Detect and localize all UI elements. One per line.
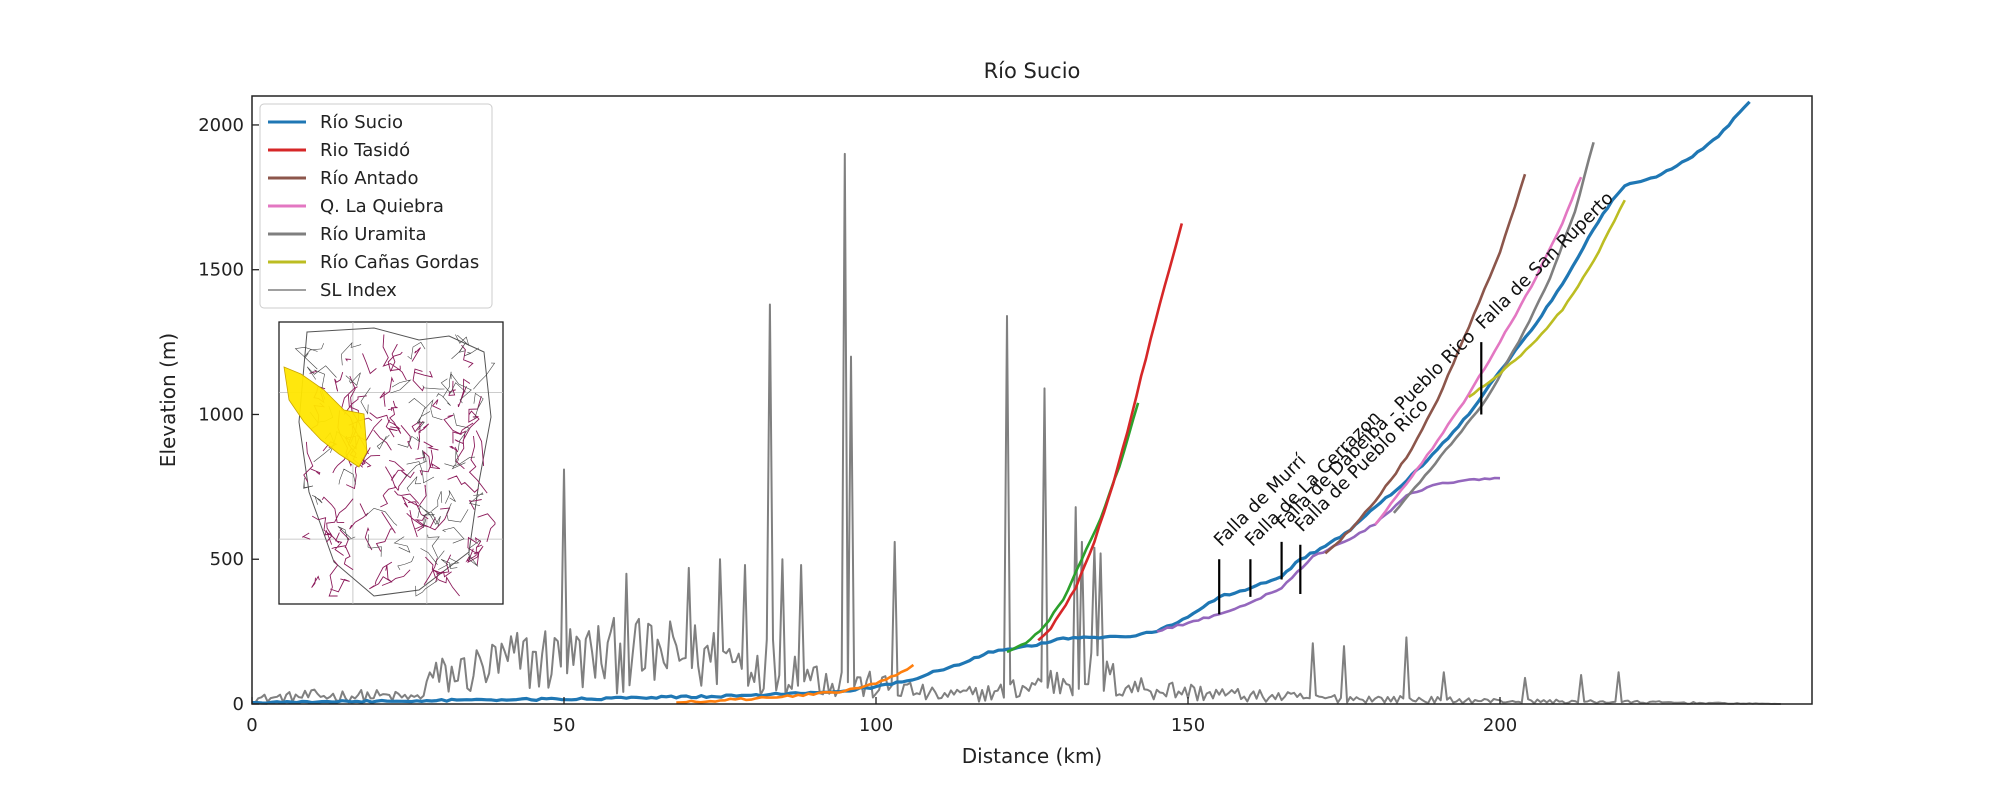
x-tick-label: 50 <box>553 715 576 736</box>
y-tick-label: 1000 <box>198 404 244 425</box>
legend-entry: SL Index <box>320 280 397 301</box>
sl-index-line <box>251 152 1781 705</box>
x-tick-label: 150 <box>1171 715 1205 736</box>
series-line-rio-tasido <box>1037 223 1184 642</box>
y-axis-label: Elevation (m) <box>156 333 180 467</box>
series-layer <box>252 100 1751 705</box>
series-line-q-la-quiebra <box>1374 176 1583 526</box>
x-tick-label: 200 <box>1483 715 1517 736</box>
inset-frame <box>278 321 504 605</box>
y-tick-label: 1500 <box>198 260 244 281</box>
legend-entry: Rio Tasidó <box>320 140 410 161</box>
plot-area <box>252 96 1812 704</box>
inset-map <box>278 321 504 605</box>
legend-entry: Río Sucio <box>320 112 403 133</box>
legend: Río Sucio Rio Tasidó Río Antado Q. La Quieb… <box>259 103 493 309</box>
series-line-rio-canas-gordas <box>1468 199 1626 399</box>
sl-index-layer <box>251 152 1781 705</box>
inset-region-outline <box>298 327 492 597</box>
y-tick-label: 2000 <box>198 115 244 136</box>
legend-entry: Río Cañas Gordas <box>320 252 479 273</box>
y-tick-label: 0 <box>233 694 244 715</box>
series-line-rio-uramita <box>1392 141 1595 514</box>
legend-entry: Río Uramita <box>320 224 426 245</box>
x-tick-label: 100 <box>859 715 893 736</box>
inset-highlight-basin <box>283 366 368 468</box>
series-line-rio-antado <box>1324 173 1527 555</box>
series-line-orange-tributary <box>676 663 915 704</box>
y-tick-label: 500 <box>210 549 244 570</box>
legend-entry: Q. La Quiebra <box>320 196 444 217</box>
legend-entry: Río Antado <box>320 168 419 189</box>
legend-box <box>259 103 493 309</box>
chart-title: Río Sucio <box>984 59 1081 83</box>
x-tick-label: 0 <box>246 715 257 736</box>
x-axis-label: Distance (km) <box>962 744 1102 768</box>
plot-frame <box>251 95 1813 705</box>
